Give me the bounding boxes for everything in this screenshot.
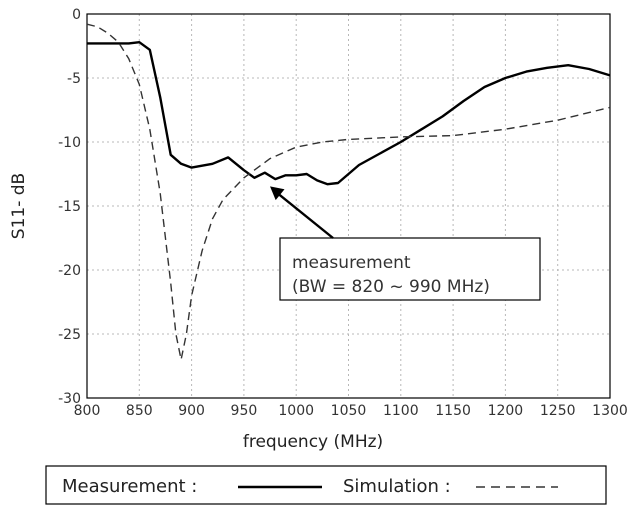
series-simulation-line xyxy=(86,23,611,361)
x-axis-title: frequency (MHz) xyxy=(243,432,383,452)
legend-label-simulation: Simulation : xyxy=(343,476,451,497)
y-tick-label: -20 xyxy=(58,263,81,279)
series-measurement-line xyxy=(87,41,611,186)
x-tick-label: 900 xyxy=(178,403,205,419)
annotation-arrow xyxy=(270,186,334,239)
x-tick-labels: 800 850 900 950 1000 1050 1100 1150 1200 1250 1300 xyxy=(74,403,627,419)
annotation-line1: measurement xyxy=(292,253,411,273)
y-tick-label: -15 xyxy=(58,199,81,215)
y-axis-title: S11- dB xyxy=(9,173,29,239)
x-tick-label: 1000 xyxy=(278,403,314,419)
legend-label-measurement: Measurement : xyxy=(62,476,197,497)
x-tick-label: 850 xyxy=(126,403,153,419)
x-tick-label: 950 xyxy=(231,403,258,419)
x-tick-label: 1100 xyxy=(383,403,419,419)
x-tick-label: 1150 xyxy=(435,403,471,419)
x-tick-label: 1300 xyxy=(592,403,627,419)
series xyxy=(86,23,611,361)
annotation-arrow-shaft xyxy=(273,189,334,239)
x-tick-label: 1200 xyxy=(488,403,524,419)
annotation-line2: (BW = 820 ~ 990 MHz) xyxy=(292,277,490,297)
y-tick-label: 0 xyxy=(72,7,81,23)
y-tick-label: -10 xyxy=(58,135,81,151)
y-tick-label: -25 xyxy=(58,327,81,343)
y-tick-labels: 0 -5 -10 -15 -20 -25 -30 xyxy=(58,7,81,407)
plot-area xyxy=(86,13,611,399)
x-tick-label: 1250 xyxy=(540,403,576,419)
y-tick-label: -30 xyxy=(58,391,81,407)
x-tick-label: 1050 xyxy=(331,403,367,419)
y-tick-label: -5 xyxy=(67,71,81,87)
x-tick-label: 800 xyxy=(74,403,101,419)
annotation-arrow-head xyxy=(270,186,285,201)
legend-box xyxy=(45,465,607,505)
annotation-box xyxy=(279,237,541,301)
